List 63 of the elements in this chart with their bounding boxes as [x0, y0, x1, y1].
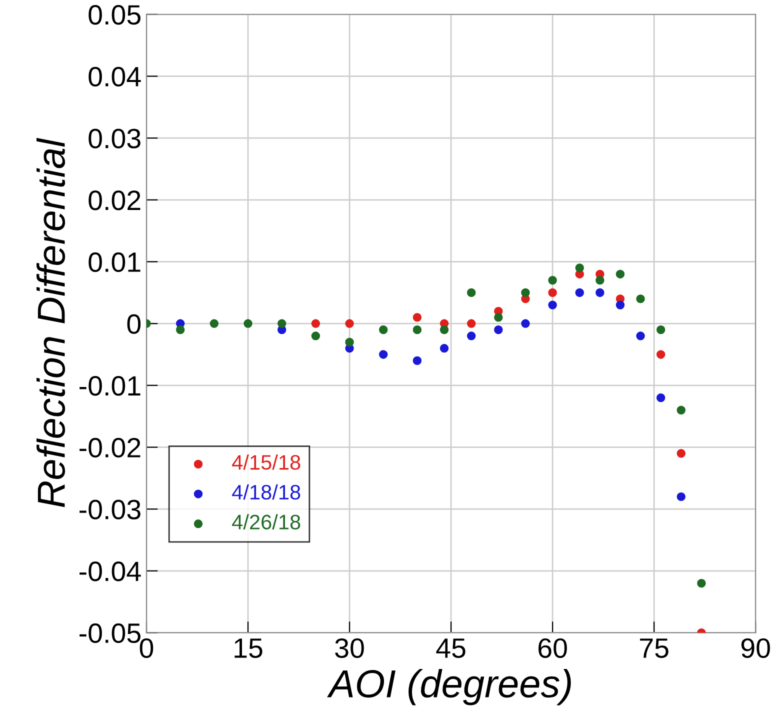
x-tick-label: 15 — [234, 638, 262, 658]
y-tick-label: 0.05 — [88, 5, 140, 25]
point — [616, 300, 625, 310]
point — [244, 319, 252, 328]
point — [548, 276, 557, 285]
point — [521, 319, 530, 328]
point — [345, 319, 354, 328]
y-tick-label: -0.01 — [80, 376, 140, 396]
legend-label: 4/15/18 — [232, 454, 300, 470]
point — [412, 356, 422, 366]
point — [378, 350, 388, 359]
point — [656, 325, 666, 334]
point — [521, 288, 530, 298]
legend-label: 4/26/18 — [232, 514, 300, 530]
point — [548, 288, 557, 298]
y-tick-label: 0 — [127, 314, 141, 334]
point — [636, 294, 645, 304]
x-tick-label: 60 — [538, 638, 567, 658]
point — [616, 270, 625, 278]
x-axis-title: AOI (degrees) — [327, 669, 571, 706]
y-tick-label: -0.04 — [80, 562, 141, 582]
point — [494, 325, 503, 334]
y-axis-title: Reflection Differential — [36, 138, 66, 508]
point — [575, 264, 584, 272]
legend-label: 4/18/18 — [232, 484, 300, 500]
point — [210, 319, 219, 328]
point — [548, 300, 557, 310]
point — [466, 332, 476, 340]
x-tick-label: 0 — [140, 638, 154, 658]
point — [311, 332, 320, 340]
point — [575, 288, 584, 298]
point — [440, 344, 449, 353]
y-tick-label: 0.03 — [88, 128, 140, 148]
point — [676, 492, 686, 502]
y-tick-label: -0.05 — [80, 623, 140, 644]
point — [656, 393, 666, 402]
x-tick-label: 30 — [335, 638, 364, 658]
y-tick-label: -0.03 — [80, 500, 140, 520]
point — [311, 319, 320, 328]
y-tick-label: 0.01 — [88, 252, 140, 272]
x-tick-label: 45 — [436, 638, 466, 658]
point — [636, 332, 645, 340]
x-tick-label: 90 — [741, 638, 770, 658]
y-tick-label: 0.04 — [88, 66, 141, 87]
point — [466, 288, 476, 298]
point — [378, 325, 388, 334]
point — [176, 325, 185, 334]
point — [277, 319, 286, 328]
point — [596, 276, 604, 285]
point — [676, 449, 686, 458]
point — [412, 325, 422, 334]
point — [494, 312, 503, 322]
point — [676, 406, 686, 414]
point — [412, 312, 422, 322]
y-tick-label: 0.02 — [88, 190, 140, 210]
point — [345, 338, 354, 346]
y-tick-label: -0.02 — [80, 438, 140, 458]
point — [596, 288, 604, 298]
point — [466, 319, 476, 328]
point — [440, 325, 449, 334]
point — [697, 578, 706, 588]
point — [656, 350, 666, 359]
x-tick-label: 75 — [640, 638, 668, 658]
